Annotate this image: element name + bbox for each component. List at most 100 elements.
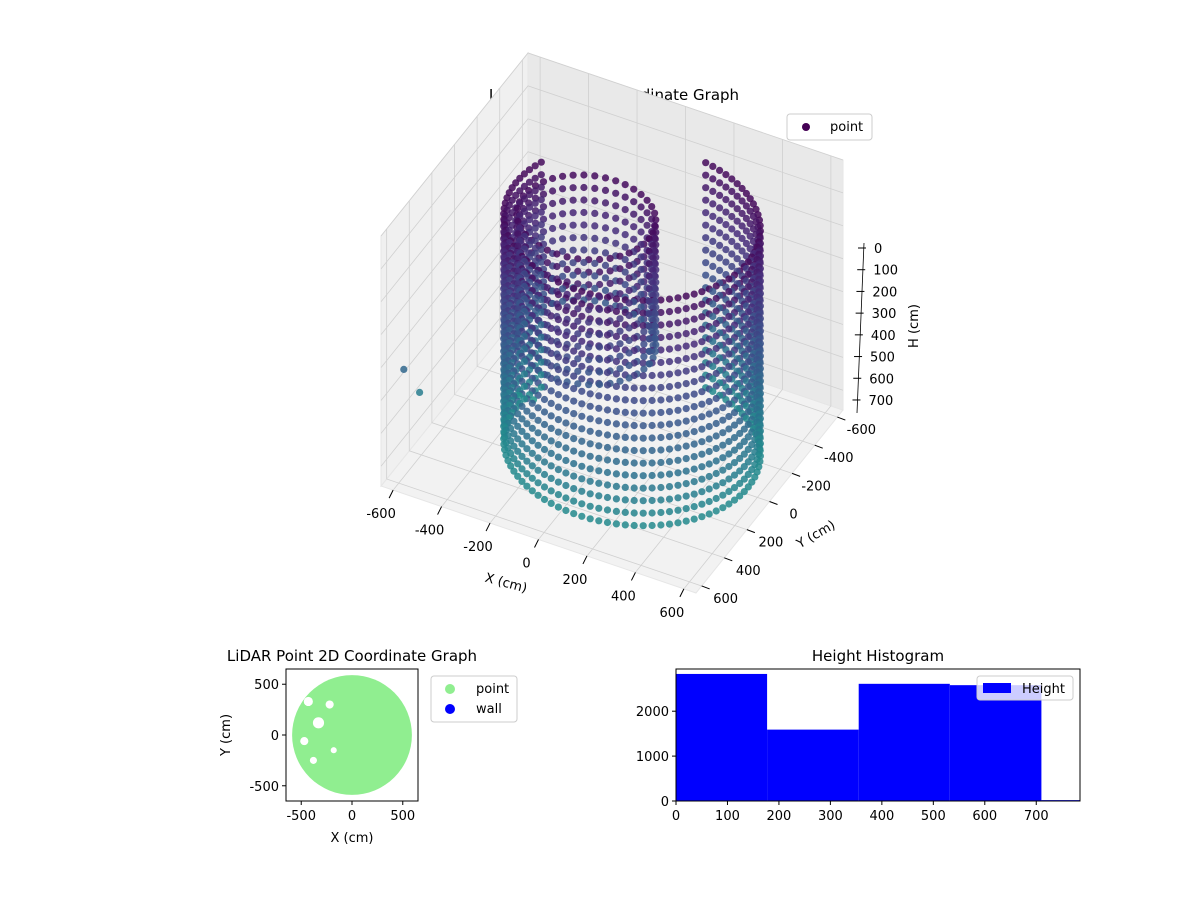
point-3d bbox=[682, 505, 690, 513]
point-3d bbox=[559, 272, 567, 280]
point-3d bbox=[578, 437, 586, 445]
point-3d bbox=[504, 457, 512, 465]
point-3d bbox=[725, 425, 733, 433]
point-3d bbox=[537, 246, 545, 254]
point-3d bbox=[578, 300, 586, 308]
point-3d bbox=[709, 325, 717, 333]
point-3d bbox=[606, 254, 614, 262]
hist-xtick-label: 400 bbox=[869, 809, 894, 824]
point-3d bbox=[639, 434, 647, 442]
point-3d bbox=[728, 212, 736, 221]
point-3d bbox=[547, 449, 555, 457]
point-3d bbox=[570, 322, 578, 330]
point-3d bbox=[547, 462, 555, 470]
point-3d bbox=[580, 271, 588, 279]
point-3d bbox=[591, 297, 599, 305]
point-3d bbox=[520, 382, 529, 390]
point-3d bbox=[702, 159, 710, 167]
point-3d bbox=[690, 328, 698, 336]
point-3d bbox=[547, 424, 555, 432]
point-3d bbox=[674, 406, 682, 414]
point-3d bbox=[510, 442, 518, 450]
hist-legend-label: Height bbox=[1022, 682, 1065, 697]
point-3d bbox=[639, 447, 647, 455]
point-3d bbox=[665, 370, 674, 378]
point-3d bbox=[639, 484, 647, 492]
point-3d bbox=[674, 456, 682, 464]
point-3d bbox=[518, 465, 526, 473]
point-3d bbox=[580, 258, 588, 267]
point-3d bbox=[562, 344, 570, 352]
point-3d bbox=[534, 441, 542, 449]
point-3d bbox=[738, 234, 746, 243]
point-3d bbox=[637, 203, 645, 211]
point-3d bbox=[559, 185, 567, 193]
point-3d bbox=[690, 378, 698, 386]
point-3d bbox=[742, 214, 751, 223]
point-3d bbox=[562, 444, 570, 452]
point-3d bbox=[547, 374, 555, 382]
ztick-label: 700 bbox=[868, 394, 893, 409]
hist-ytick-label: 2000 bbox=[636, 705, 669, 720]
point-3d bbox=[728, 250, 736, 258]
point-3d bbox=[574, 317, 582, 325]
point-disc bbox=[292, 675, 412, 795]
hist-xtick-label: 0 bbox=[672, 809, 680, 824]
point-3d bbox=[712, 394, 720, 403]
point-3d bbox=[547, 474, 555, 482]
point-3d bbox=[580, 233, 588, 242]
point-3d bbox=[591, 197, 599, 205]
point-3d bbox=[528, 449, 536, 457]
point-3d bbox=[540, 445, 549, 454]
point-3d bbox=[596, 293, 604, 301]
chart2d-legend: point wall bbox=[430, 675, 518, 723]
point-3d bbox=[586, 452, 594, 460]
point-3d bbox=[621, 256, 629, 264]
hist-title: Height Histogram bbox=[812, 647, 944, 665]
point-3d bbox=[733, 192, 741, 200]
point-3d bbox=[719, 416, 727, 424]
point-3d bbox=[712, 444, 720, 453]
point-3d bbox=[612, 432, 621, 440]
point-3d bbox=[665, 470, 674, 478]
point-3d bbox=[712, 457, 720, 465]
point-3d bbox=[612, 420, 621, 428]
point-3d bbox=[702, 246, 710, 254]
point-3d bbox=[518, 415, 526, 423]
point-3d bbox=[698, 488, 706, 496]
point-3d bbox=[537, 196, 545, 204]
point-3d bbox=[578, 387, 586, 395]
point-3d bbox=[674, 506, 682, 514]
point-3d bbox=[630, 446, 638, 455]
point-3d bbox=[559, 297, 567, 305]
point-3d bbox=[569, 259, 577, 267]
point-3d bbox=[603, 293, 612, 302]
point-3d bbox=[621, 218, 629, 226]
point-3d bbox=[665, 520, 674, 528]
point-3d bbox=[651, 335, 659, 343]
point-3d bbox=[712, 307, 720, 315]
point-3d bbox=[705, 460, 713, 468]
point-3d bbox=[510, 430, 518, 438]
point-3d bbox=[637, 228, 645, 236]
point-3d bbox=[725, 300, 733, 308]
point-3d bbox=[591, 184, 599, 192]
point-3d bbox=[537, 233, 545, 241]
point-3d bbox=[570, 447, 578, 455]
point-3d bbox=[736, 442, 744, 450]
point-3d bbox=[725, 312, 733, 321]
point-3d bbox=[648, 421, 656, 430]
point-3d bbox=[518, 440, 526, 448]
point-3d bbox=[657, 346, 665, 354]
point-3d bbox=[603, 381, 612, 389]
point-3d bbox=[531, 182, 540, 190]
point-3d bbox=[645, 347, 653, 355]
point-3d bbox=[725, 500, 733, 508]
point-3d bbox=[601, 186, 610, 194]
point-3d bbox=[665, 445, 674, 453]
point-3d bbox=[603, 331, 612, 339]
point-3d bbox=[515, 392, 523, 400]
point-3d bbox=[742, 402, 751, 410]
point-3d bbox=[537, 358, 545, 366]
point-3d bbox=[698, 375, 706, 383]
